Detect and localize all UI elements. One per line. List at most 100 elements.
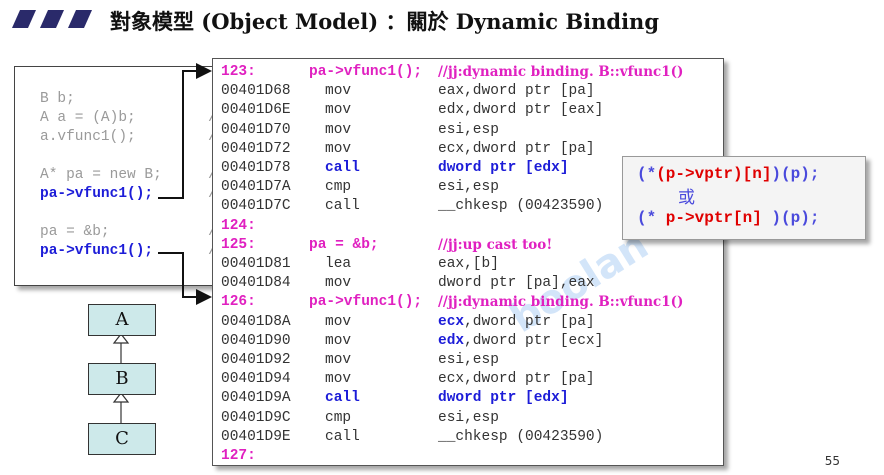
asm-instruction-row: 00401D68 mov eax,dword ptr [pa]	[221, 82, 716, 101]
asm-line-number: 125:	[221, 236, 256, 253]
formula-line-2: (* p->vptr[n] )(p);	[637, 209, 820, 227]
asm-address: 00401D92	[221, 352, 291, 368]
source-line: B b;	[40, 91, 75, 107]
source-line: A* pa = new B;	[40, 167, 162, 183]
asm-instruction-row: 00401D70 mov esi,esp	[221, 121, 716, 140]
asm-instruction-row: 00401D78 call dword ptr [edx]	[221, 159, 716, 178]
asm-operands: eax,[b]	[438, 256, 499, 272]
asm-instruction-row: 00401D72 mov ecx,dword ptr [pa]	[221, 140, 716, 159]
inherit-triangle-b-a	[112, 333, 130, 344]
asm-operands: esi,esp	[438, 121, 499, 138]
asm-opcode: mov	[325, 121, 352, 138]
class-b-box: B	[88, 363, 156, 395]
asm-operand-highlight: edx	[438, 332, 465, 349]
asm-opcode: mov	[325, 83, 352, 100]
asm-operands: esi,esp	[438, 352, 499, 368]
asm-opcode: call	[325, 428, 360, 445]
asm-opcode: mov	[325, 102, 352, 119]
asm-operand-highlight: ecx	[438, 313, 465, 330]
asm-opcode: cmp	[325, 409, 352, 426]
asm-operands: __chkesp (00423590)	[438, 198, 604, 215]
asm-opcode: mov	[325, 313, 352, 330]
asm-instruction-row: 00401D9E call __chkesp (00423590)	[221, 428, 716, 447]
asm-opcode: call	[325, 390, 360, 407]
formula-line-1: (*(p->vptr)[n])(p);	[637, 165, 820, 183]
source-line: A a = (A)b;	[40, 110, 136, 126]
asm-instruction-row: 00401D94 mov ecx,dword ptr [pa]	[221, 370, 716, 389]
source-line: a.vfunc1();	[40, 129, 136, 145]
asm-line-number: 124:	[221, 217, 256, 234]
asm-source-label-row: 123: pa->vfunc1(); //jj:dynamic binding. B…	[221, 63, 716, 82]
page-number: 55	[824, 454, 840, 468]
asm-address: 00401D70	[221, 121, 291, 138]
assembly-listing-box: boolan 123: pa->vfunc1();//jj:dynamic bin…	[212, 58, 724, 466]
asm-instruction-row: 00401D84 mov dword ptr [pa],eax	[221, 274, 716, 293]
asm-address: 00401D81	[221, 256, 291, 272]
asm-opcode: call	[325, 160, 360, 176]
source-code-box: B b;A a = (A)b;//a.vfunc1();//A* pa = ne…	[14, 66, 225, 286]
asm-address: 00401D90	[221, 332, 291, 349]
asm-source-comment: //jj:dynamic binding. B::vfunc1()	[438, 294, 684, 311]
asm-address: 00401D9A	[221, 390, 291, 407]
asm-opcode: mov	[325, 332, 352, 349]
asm-source-label-row: 124:	[221, 217, 716, 236]
asm-address: 00401D7A	[221, 179, 291, 196]
asm-source-comment: //jj:dynamic binding. B::vfunc1()	[438, 64, 684, 80]
asm-address: 00401D84	[221, 275, 291, 292]
asm-address: 00401D8A	[221, 313, 291, 330]
class-c-box: C	[88, 423, 156, 455]
asm-line-number: 123:	[221, 64, 256, 80]
asm-source-comment: //jj:up cast too!	[438, 236, 553, 253]
asm-opcode: mov	[325, 352, 352, 368]
asm-address: 00401D9C	[221, 409, 291, 426]
inherit-triangle-c-b	[112, 392, 130, 403]
asm-instruction-row: 00401D81 lea eax,[b]	[221, 255, 716, 274]
asm-source-code: pa = &b;	[309, 236, 379, 253]
formula-or-text: 或	[678, 188, 695, 208]
asm-instruction-row: 00401D8A mov ecx,dword ptr [pa]	[221, 313, 716, 332]
asm-instruction-row: 00401D92 mov esi,esp	[221, 351, 716, 370]
asm-line-number: 126:	[221, 294, 256, 311]
source-line: pa->vfunc1();	[40, 243, 154, 259]
asm-operands: dword ptr [edx]	[438, 390, 569, 407]
asm-instruction-row: 00401D9C cmp esi,esp	[221, 409, 716, 428]
asm-source-code: pa->vfunc1();	[309, 64, 423, 80]
asm-opcode: call	[325, 198, 360, 215]
asm-operands: ecx,dword ptr [pa]	[438, 313, 595, 332]
asm-instruction-row: 00401D90 mov edx,dword ptr [ecx]	[221, 332, 716, 351]
formula-box: (*(p->vptr)[n])(p); 或 (* p->vptr[n] )(p)…	[622, 156, 866, 240]
asm-opcode: lea	[325, 256, 352, 272]
asm-address: 00401D68	[221, 83, 291, 100]
asm-operands: __chkesp (00423590)	[438, 428, 604, 445]
asm-opcode: mov	[325, 371, 352, 388]
asm-opcode: mov	[325, 275, 352, 292]
asm-source-label-row: 125: pa = &b; //jj:up cast too!	[221, 236, 716, 255]
class-a-box: A	[88, 304, 156, 336]
arrow-to-label-126	[158, 252, 212, 305]
source-line: pa->vfunc1();	[40, 186, 154, 202]
asm-operand-rest: ,dword ptr [ecx]	[464, 332, 604, 349]
asm-source-label-row: 126: pa->vfunc1(); //jj:dynamic binding. B…	[221, 293, 716, 312]
arrow-to-label-123	[158, 63, 212, 199]
asm-source-code: pa->vfunc1();	[309, 294, 423, 311]
asm-operands: edx,dword ptr [ecx]	[438, 332, 603, 351]
asm-operand-rest: ,dword ptr [pa]	[464, 313, 595, 330]
asm-instruction-row: 00401D7C call __chkesp (00423590)	[221, 197, 716, 216]
asm-opcode: mov	[325, 140, 352, 157]
title-slashes-decoration	[12, 10, 92, 28]
asm-source-label-row: 127:	[221, 447, 716, 465]
asm-operands: esi,esp	[438, 409, 499, 426]
asm-operands: ecx,dword ptr [pa]	[438, 140, 595, 157]
asm-address: 00401D6E	[221, 102, 291, 119]
asm-address: 00401D7C	[221, 198, 291, 215]
asm-instruction-row: 00401D6E mov edx,dword ptr [eax]	[221, 101, 716, 120]
asm-operands: edx,dword ptr [eax]	[438, 102, 604, 119]
asm-address: 00401D78	[221, 160, 291, 176]
page-title: 對象模型 (Object Model) ：關於 Dynamic Binding	[110, 9, 660, 34]
asm-address: 00401D94	[221, 371, 291, 388]
asm-operands: dword ptr [pa],eax	[438, 275, 595, 292]
asm-operands: eax,dword ptr [pa]	[438, 83, 595, 100]
asm-line-number: 127:	[221, 448, 256, 464]
asm-operands: esi,esp	[438, 179, 499, 196]
